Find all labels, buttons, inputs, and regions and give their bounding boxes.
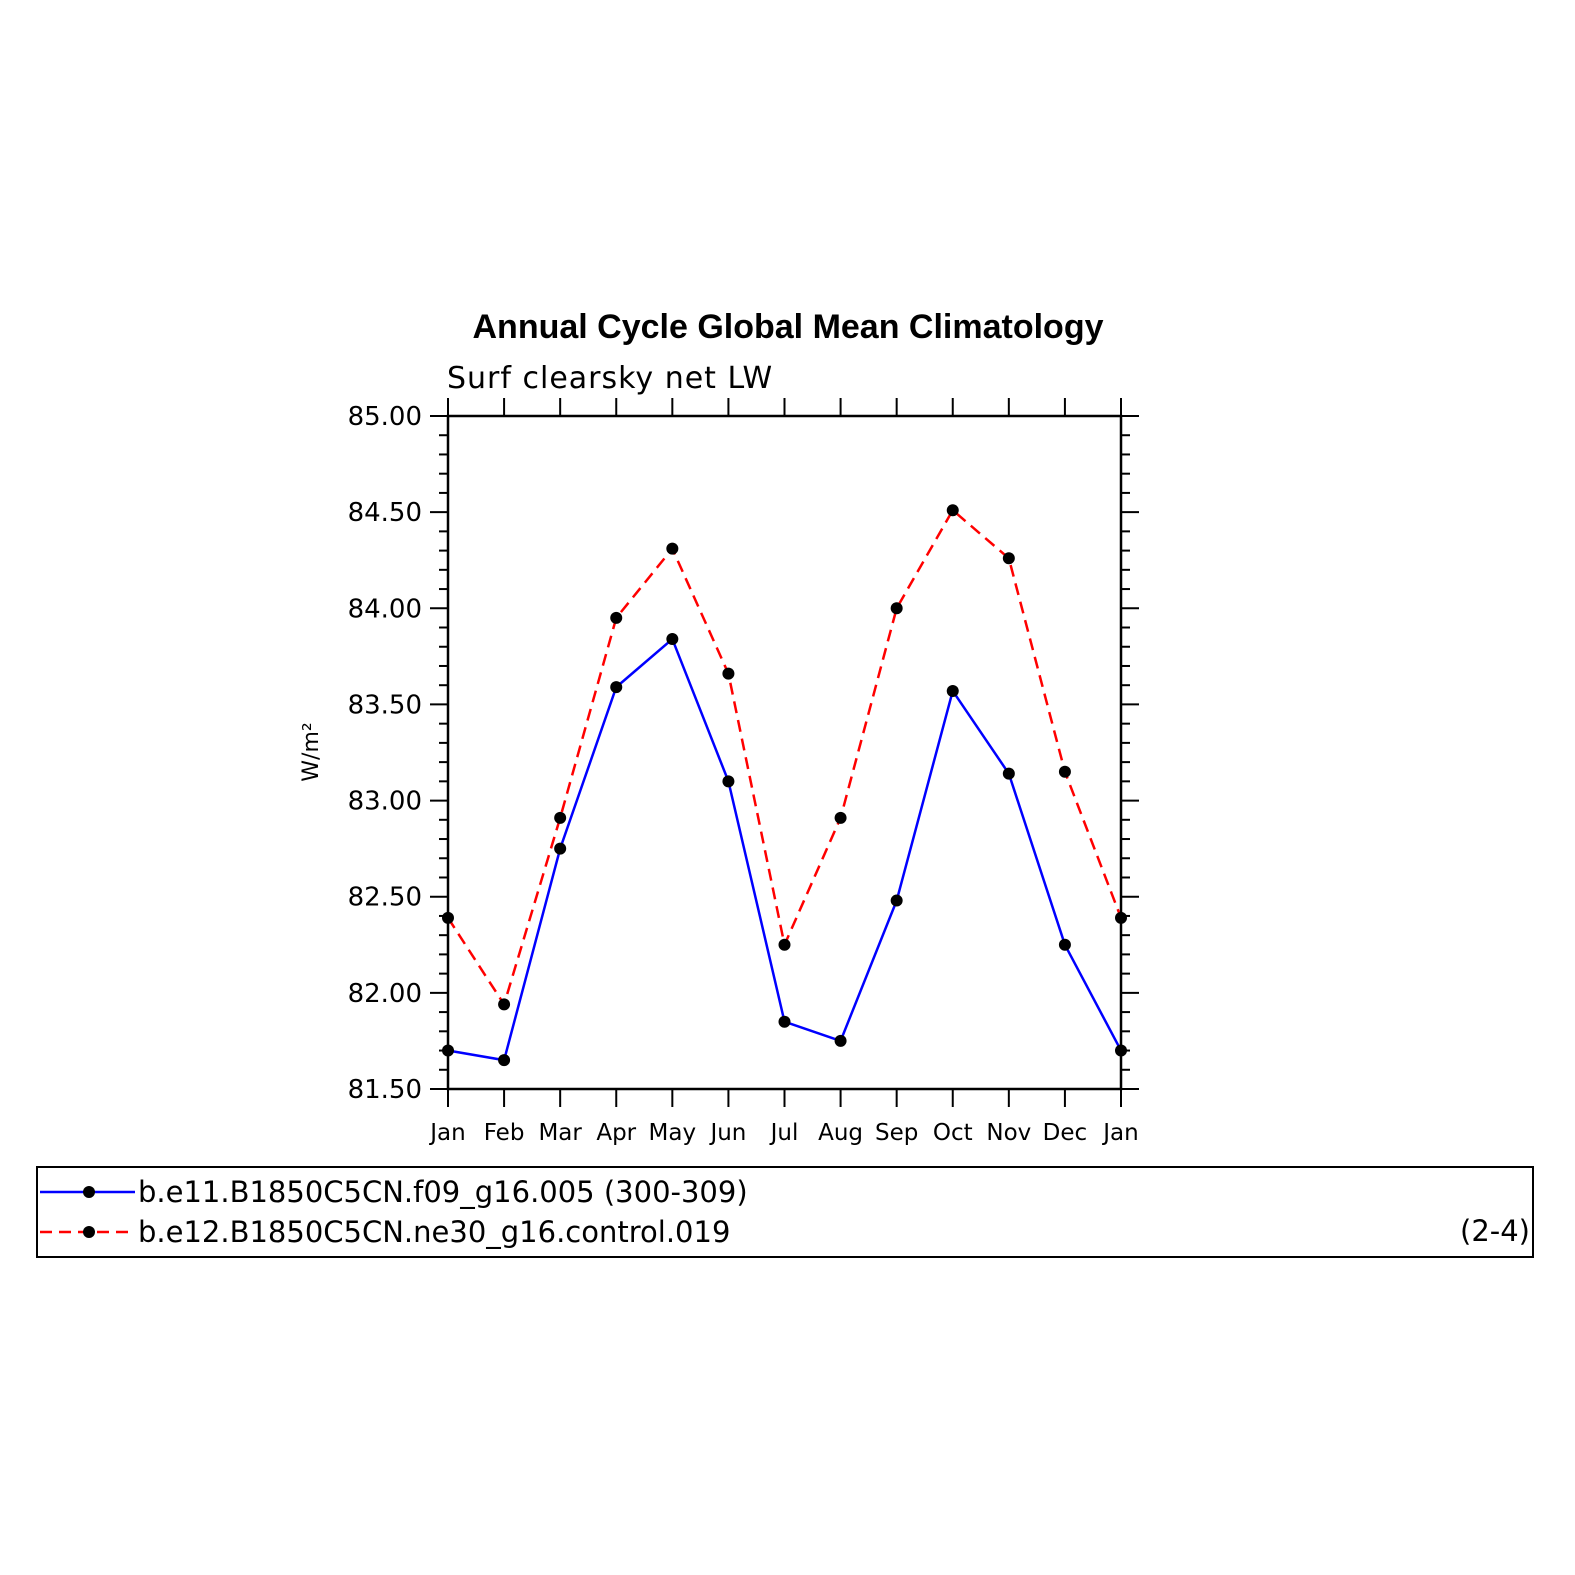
series-layer <box>442 504 1127 1067</box>
legend-box <box>36 1166 1534 1258</box>
series-1-point <box>778 1015 791 1028</box>
y-tick-label: 82.00 <box>348 979 422 1009</box>
legend-label-1: b.e11.B1850C5CN.f09_g16.005 (300-309) <box>138 1175 748 1209</box>
series-2-point <box>890 602 903 615</box>
legend-marker-2 <box>83 1226 95 1238</box>
y-tick-label: 85.00 <box>348 402 422 432</box>
series-1-point <box>834 1034 847 1047</box>
x-tick-label: Jun <box>708 1120 746 1146</box>
series-2-point <box>666 542 679 555</box>
series-2-point <box>1115 911 1127 924</box>
x-tick-label: Mar <box>538 1120 582 1146</box>
y-tick-label: 84.50 <box>348 498 422 528</box>
x-tick-label: Dec <box>1043 1120 1088 1146</box>
legend: b.e11.B1850C5CN.f09_g16.005 (300-309) b.e… <box>40 1175 748 1249</box>
y-tick-label: 84.00 <box>348 594 422 624</box>
series-2-point <box>442 911 454 924</box>
series-1-point <box>722 775 735 788</box>
series-2-point <box>834 811 847 824</box>
series-2-point <box>554 811 567 824</box>
x-tick-label: Jan <box>1101 1120 1138 1146</box>
series-line-1 <box>447 636 1123 1062</box>
series-1-point <box>946 684 959 697</box>
y-tick-label: 81.50 <box>348 1075 422 1105</box>
series-1-point <box>554 842 567 855</box>
series-1-point <box>666 633 679 646</box>
panel-annotation: (2-4) <box>1460 1214 1530 1248</box>
y-tick-label: 83.00 <box>348 787 422 817</box>
chart-subtitle: Surf clearsky net LW <box>447 361 773 396</box>
series-2-point <box>498 998 511 1011</box>
series-2-point <box>1058 765 1071 778</box>
chart-title: Annual Cycle Global Mean Climatology <box>473 308 1104 346</box>
series-1-point <box>1058 938 1071 951</box>
x-tick-label: May <box>649 1120 697 1146</box>
series-2-point <box>946 504 959 517</box>
series-2-point <box>778 938 791 951</box>
series-2-point <box>610 611 623 624</box>
series-1-point <box>1115 1044 1127 1057</box>
series-2-point <box>1002 552 1015 565</box>
y-axis-label: W/m² <box>299 722 324 781</box>
x-tick-label: Nov <box>986 1120 1031 1146</box>
series-1-point <box>498 1054 511 1067</box>
plot-axes: 81.50 82.00 82.50 83.00 83.50 84.00 84.50 85.00… <box>348 398 1139 1146</box>
x-tick-label: Apr <box>596 1120 636 1146</box>
x-tick-label: Sep <box>875 1120 918 1146</box>
series-1-point <box>610 681 623 694</box>
x-tick-label: Jul <box>769 1120 799 1146</box>
legend-marker-1 <box>83 1186 95 1198</box>
series-line-2 <box>446 508 1123 1008</box>
series-2-point <box>722 667 735 680</box>
x-tick-label: Oct <box>933 1120 973 1146</box>
legend-label-2: b.e12.B1850C5CN.ne30_g16.control.019 <box>138 1215 730 1249</box>
x-tick-label: Feb <box>484 1120 525 1146</box>
x-tick-label: Jan <box>428 1120 465 1146</box>
y-tick-label: 83.50 <box>348 690 422 720</box>
y-tick-label: 82.50 <box>348 883 422 913</box>
plot-frame <box>446 414 1123 1091</box>
series-1-point <box>1002 767 1015 780</box>
series-1-point <box>442 1044 454 1057</box>
x-tick-label: Aug <box>818 1120 863 1146</box>
series-1-point <box>890 894 903 907</box>
